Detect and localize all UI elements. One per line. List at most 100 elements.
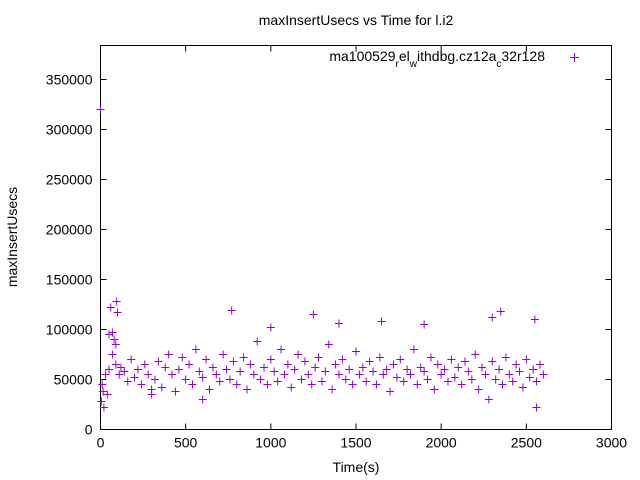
data-point	[386, 387, 395, 396]
y-tick-label: 0	[85, 422, 93, 438]
data-point	[352, 347, 360, 356]
data-point	[198, 373, 207, 382]
data-point	[375, 353, 384, 362]
data-point	[496, 307, 505, 316]
data-point	[108, 350, 117, 359]
data-point	[253, 337, 262, 346]
data-point	[181, 375, 190, 384]
data-point	[212, 370, 221, 379]
x-tick-label: 2500	[511, 435, 542, 451]
data-point	[202, 355, 211, 364]
data-point	[157, 383, 166, 392]
data-point	[314, 353, 323, 362]
data-point	[396, 355, 405, 364]
x-tick-label: 500	[174, 435, 198, 451]
data-point	[116, 363, 125, 372]
data-point	[423, 375, 432, 384]
data-point	[488, 357, 497, 366]
data-point	[508, 377, 517, 386]
data-point	[532, 377, 541, 386]
chart-title: maxInsertUsecs vs Time for l.i2	[259, 12, 454, 28]
data-point	[115, 370, 124, 379]
data-point	[454, 363, 463, 372]
data-point	[154, 357, 163, 366]
data-point	[110, 335, 119, 344]
data-point	[341, 375, 350, 384]
data-point	[515, 367, 524, 376]
data-point	[101, 370, 110, 379]
data-point	[345, 365, 354, 374]
data-point	[151, 375, 160, 384]
legend-marker	[570, 53, 579, 62]
data-point	[103, 390, 112, 399]
data-point	[409, 345, 418, 354]
data-point	[242, 385, 251, 394]
legend-label-part: w	[409, 59, 418, 70]
data-point	[96, 105, 105, 114]
data-point	[297, 375, 306, 384]
legend-label-part: el	[399, 48, 410, 64]
data-point	[399, 377, 408, 386]
legend-label-part: c	[496, 59, 501, 70]
data-point	[112, 297, 121, 306]
data-point	[362, 377, 371, 386]
data-point	[133, 365, 142, 374]
data-point	[99, 403, 108, 412]
data-point	[266, 355, 275, 364]
data-point	[382, 365, 391, 374]
data-point	[539, 370, 548, 379]
data-point	[529, 365, 538, 374]
legend: ma100529relwithdbg.cz12ac32r128	[329, 48, 579, 70]
data-point	[457, 380, 466, 389]
data-point	[317, 377, 326, 386]
data-point	[105, 365, 114, 374]
data-point	[195, 367, 204, 376]
data-point	[300, 357, 309, 366]
data-point	[324, 340, 333, 349]
data-point	[331, 360, 340, 369]
data-point	[287, 383, 296, 392]
data-point	[501, 353, 510, 362]
data-point	[188, 380, 197, 389]
data-point	[219, 350, 228, 359]
data-point	[491, 375, 500, 384]
data-point	[260, 363, 269, 372]
data-point	[311, 363, 320, 372]
data-point	[304, 370, 313, 379]
data-point	[522, 355, 531, 364]
data-point	[239, 353, 248, 362]
data-point	[164, 350, 173, 359]
data-point	[249, 370, 258, 379]
data-point	[420, 367, 429, 376]
data-point	[161, 363, 170, 372]
data-point	[478, 363, 487, 372]
data-point	[113, 308, 122, 317]
data-point	[185, 360, 194, 369]
data-point	[392, 373, 401, 382]
data-point	[505, 370, 514, 379]
data-point	[474, 385, 483, 394]
data-point	[232, 380, 241, 389]
legend-label-part: ma100529	[329, 48, 395, 64]
data-point	[416, 363, 425, 372]
data-point	[229, 357, 238, 366]
data-point	[530, 315, 539, 324]
data-point	[130, 373, 139, 382]
data-point	[488, 313, 497, 322]
data-point	[174, 365, 183, 374]
data-point	[403, 365, 412, 374]
data-point	[227, 306, 236, 315]
data-points	[96, 105, 548, 412]
data-point	[365, 357, 374, 366]
data-point	[123, 377, 132, 386]
data-point	[379, 370, 388, 379]
data-point	[236, 367, 245, 376]
x-axis-label: Time(s)	[333, 459, 380, 475]
data-point	[137, 380, 146, 389]
data-point	[307, 380, 316, 389]
legend-label-part: r	[396, 59, 400, 70]
data-point	[430, 385, 439, 394]
data-point	[168, 370, 177, 379]
data-point	[369, 367, 378, 376]
